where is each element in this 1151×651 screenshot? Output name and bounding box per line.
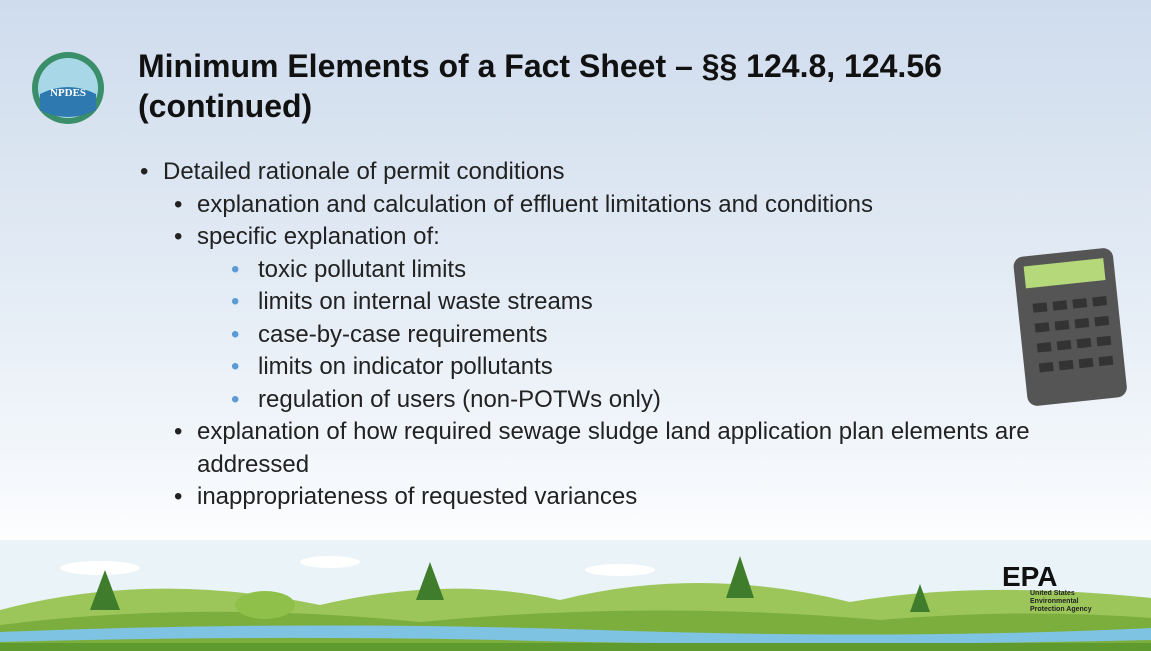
bullet-text: explanation and calculation of effluent … — [197, 191, 873, 218]
bullet-item: • Detailed rationale of permit conditions — [140, 156, 1040, 189]
bullet-dot: • — [231, 286, 239, 319]
bullet-item: • explanation of how required sewage slud… — [140, 416, 1040, 481]
bullet-text: limits on indicator pollutants — [258, 353, 553, 380]
bullet-dot: • — [231, 384, 239, 417]
bullet-item: • specific explanation of: — [140, 221, 1040, 254]
bullet-item: • toxic pollutant limits — [140, 254, 1040, 287]
bullet-list: • Detailed rationale of permit conditions… — [140, 156, 1040, 514]
bullet-item: • inappropriateness of requested variance… — [140, 481, 1040, 514]
bullet-item: • limits on indicator pollutants — [140, 351, 1040, 384]
bullet-item: • regulation of users (non-POTWs only) — [140, 384, 1040, 417]
bullet-dot: • — [174, 189, 182, 222]
bullet-text: Detailed rationale of permit conditions — [163, 158, 565, 185]
page: NPDES EPA United States Environmental Pr… — [0, 0, 1151, 651]
bullet-text: toxic pollutant limits — [258, 256, 466, 283]
logo-text: NPDES — [50, 87, 86, 99]
bullet-dot: • — [231, 254, 239, 287]
bullet-item: • explanation and calculation of effluent… — [140, 189, 1040, 222]
epa-text: EPA — [1002, 561, 1058, 592]
bullet-dot: • — [174, 416, 182, 449]
slide: NPDES EPA United States Environmental Pr… — [0, 0, 1151, 651]
bullet-item: • limits on internal waste streams — [140, 286, 1040, 319]
bullet-text: limits on internal waste streams — [258, 288, 593, 315]
bullet-item: • case-by-case requirements — [140, 319, 1040, 352]
landscape — [0, 540, 1151, 651]
bullet-dot: • — [231, 319, 239, 352]
epa-logo: EPA United States Environmental Protecti… — [1000, 560, 1150, 620]
slide-title: Minimum Elements of a Fact Sheet – §§ 12… — [138, 46, 1038, 126]
bullet-dot: • — [140, 156, 148, 189]
bullet-dot: • — [174, 481, 182, 514]
bullet-dot: • — [174, 221, 182, 254]
bullet-text: case-by-case requirements — [258, 321, 547, 348]
bullet-text: inappropriateness of requested variances — [197, 483, 637, 510]
bullet-dot: • — [231, 351, 239, 384]
bullet-text: specific explanation of: — [197, 223, 440, 250]
bullet-text: regulation of users (non-POTWs only) — [258, 386, 661, 413]
npdes-logo: NPDES — [30, 50, 110, 130]
bullet-text: explanation of how required sewage sludg… — [197, 418, 1030, 478]
agency-text: United States Environmental Protection A… — [1030, 590, 1110, 614]
